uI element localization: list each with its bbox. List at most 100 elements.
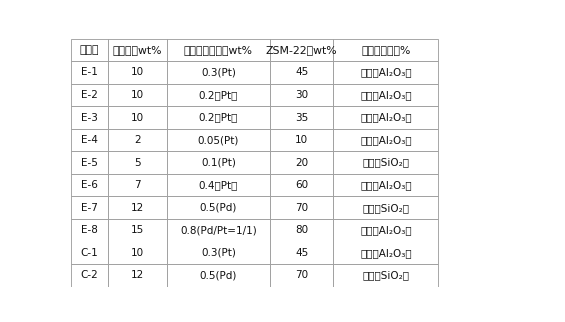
Text: C-2: C-2: [80, 270, 98, 280]
Text: 45: 45: [295, 248, 308, 258]
Bar: [167, 129, 270, 151]
Bar: [71, 219, 108, 264]
Bar: [108, 61, 167, 84]
Bar: [71, 174, 108, 196]
Text: E-1: E-1: [81, 67, 98, 78]
Bar: [333, 196, 438, 219]
Text: E-4: E-4: [81, 135, 98, 145]
Text: 平衡（Al₂O₃）: 平衡（Al₂O₃）: [360, 112, 412, 123]
Bar: [270, 84, 333, 106]
Text: 60: 60: [295, 180, 308, 190]
Bar: [270, 106, 333, 129]
Text: 0.3(Pt): 0.3(Pt): [201, 248, 236, 258]
Bar: [108, 106, 167, 129]
Bar: [270, 196, 333, 219]
Bar: [71, 264, 108, 287]
Text: 0.1(Pt): 0.1(Pt): [201, 157, 236, 168]
Bar: [108, 84, 167, 106]
Text: 0.5(Pd): 0.5(Pd): [199, 203, 237, 213]
Bar: [167, 264, 270, 287]
Text: 0.2（Pt）: 0.2（Pt）: [199, 112, 238, 123]
Bar: [167, 106, 270, 129]
Text: C-1: C-1: [80, 248, 98, 258]
Text: 70: 70: [295, 203, 308, 213]
Bar: [270, 39, 333, 61]
Text: 15: 15: [131, 225, 144, 235]
Bar: [71, 61, 108, 84]
Bar: [333, 264, 438, 287]
Text: 0.2（Pt）: 0.2（Pt）: [199, 90, 238, 100]
Bar: [71, 196, 108, 219]
Bar: [108, 39, 167, 61]
Text: E-2: E-2: [81, 90, 98, 100]
Text: 45: 45: [295, 67, 308, 78]
Text: 平衡（Al₂O₃）: 平衡（Al₂O₃）: [360, 67, 412, 78]
Text: 平衡（SiO₂）: 平衡（SiO₂）: [362, 203, 410, 213]
Bar: [270, 174, 333, 196]
Bar: [270, 61, 333, 84]
Text: E-3: E-3: [81, 112, 98, 123]
Bar: [108, 174, 167, 196]
Text: E-6: E-6: [81, 180, 98, 190]
Text: 平衡（Al₂O₃）: 平衡（Al₂O₃）: [360, 180, 412, 190]
Bar: [270, 151, 333, 174]
Bar: [71, 39, 108, 61]
Bar: [167, 39, 270, 61]
Bar: [333, 219, 438, 264]
Bar: [333, 151, 438, 174]
Text: 10: 10: [131, 248, 144, 258]
Text: 10: 10: [295, 135, 308, 145]
Bar: [108, 151, 167, 174]
Bar: [108, 196, 167, 219]
Bar: [71, 151, 108, 174]
Text: 30: 30: [295, 90, 308, 100]
Bar: [270, 219, 333, 264]
Text: 80: 80: [295, 225, 308, 235]
Bar: [167, 151, 270, 174]
Bar: [167, 84, 270, 106]
Text: 造孔剂，wt%: 造孔剂，wt%: [112, 45, 162, 55]
Text: E-5: E-5: [81, 157, 98, 168]
Bar: [333, 84, 438, 106]
Text: 0.4（Pt）: 0.4（Pt）: [199, 180, 238, 190]
Text: 平衡（SiO₂）: 平衡（SiO₂）: [362, 270, 410, 280]
Bar: [333, 106, 438, 129]
Text: E-7: E-7: [81, 203, 98, 213]
Bar: [167, 174, 270, 196]
Text: 5: 5: [134, 157, 141, 168]
Bar: [333, 174, 438, 196]
Text: 0.3(Pt): 0.3(Pt): [201, 67, 236, 78]
Text: 2: 2: [134, 135, 141, 145]
Bar: [167, 219, 270, 264]
Text: 10: 10: [131, 112, 144, 123]
Text: 20: 20: [295, 157, 308, 168]
Bar: [71, 106, 108, 129]
Text: 10: 10: [131, 67, 144, 78]
Text: 0.5(Pd): 0.5(Pd): [199, 270, 237, 280]
Bar: [167, 61, 270, 84]
Text: 平衡（Al₂O₃）: 平衡（Al₂O₃）: [360, 90, 412, 100]
Text: 7: 7: [134, 180, 141, 190]
Text: 偶化剂: 偶化剂: [80, 45, 99, 55]
Bar: [333, 61, 438, 84]
Text: 平衡（SiO₂）: 平衡（SiO₂）: [362, 157, 410, 168]
Text: 70: 70: [295, 270, 308, 280]
Text: 平衡（Al₂O₃）: 平衡（Al₂O₃）: [360, 135, 412, 145]
Bar: [270, 264, 333, 287]
Text: 0.8(Pd/Pt=1/1): 0.8(Pd/Pt=1/1): [180, 225, 257, 235]
Bar: [108, 129, 167, 151]
Text: 12: 12: [131, 270, 144, 280]
Bar: [167, 196, 270, 219]
Text: 0.05(Pt): 0.05(Pt): [198, 135, 239, 145]
Text: 35: 35: [295, 112, 308, 123]
Text: 平衡（Al₂O₃）: 平衡（Al₂O₃）: [360, 248, 412, 258]
Text: 10: 10: [131, 90, 144, 100]
Text: E-8: E-8: [81, 225, 98, 235]
Bar: [108, 264, 167, 287]
Bar: [71, 84, 108, 106]
Bar: [333, 39, 438, 61]
Text: 平衡（Al₂O₃）: 平衡（Al₂O₃）: [360, 225, 412, 235]
Text: 耐燕氧化物，%: 耐燕氧化物，%: [361, 45, 411, 55]
Bar: [71, 129, 108, 151]
Bar: [333, 129, 438, 151]
